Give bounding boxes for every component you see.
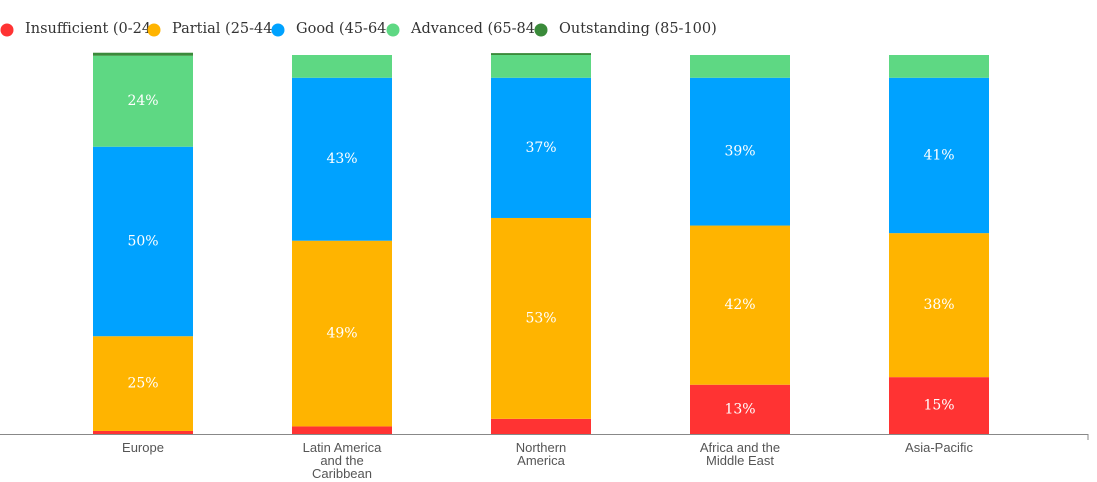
bar-segment [690,77,790,226]
bar-segment [690,384,790,434]
bar-segment [690,225,790,385]
value-label: 42% [724,297,755,313]
legend-label: Insufficient (0-24 [25,21,151,37]
legend-marker [386,23,400,37]
bar-segment [889,55,989,78]
x-tick-label: Northern America [515,440,567,468]
value-label: 13% [724,401,755,417]
value-label: 37% [525,140,556,156]
value-label: 38% [923,297,954,313]
bar-segment [93,52,193,56]
bar-segment [491,77,591,218]
bar-segment [93,430,193,434]
bar-segment [690,55,790,78]
legend-marker [0,23,14,37]
value-label: 50% [127,233,158,249]
bar-segment [292,55,392,78]
bar-segment [93,336,193,431]
x-tick-label: Africa and the Middle East [699,440,781,468]
legend-label: Partial (25-44 [172,21,273,37]
bar-segment [491,53,591,55]
bar-segment [889,77,989,234]
bar-segment [889,233,989,378]
value-label: 39% [724,144,755,160]
bar-segment [292,240,392,427]
value-label: 53% [525,310,556,326]
legend-marker [271,23,285,37]
bar-segment [93,146,193,337]
value-label: 41% [923,147,954,163]
x-tick-label: Asia-Pacific [905,440,973,455]
bar-segment [93,55,193,147]
value-label: 49% [326,326,357,342]
value-label: 25% [127,376,158,392]
legend-label: Good (45-64 [296,21,386,37]
bar-segment [292,426,392,434]
x-tick-label: Latin America and the Caribbean [302,440,382,481]
value-label: 15% [923,398,954,414]
legend-label: Advanced (65-84 [410,21,535,37]
legend-marker [534,23,548,37]
value-label: 24% [127,93,158,109]
legend-label: Outstanding (85-100) [559,21,717,37]
bar-segment [491,217,591,419]
legend-marker [147,23,161,37]
x-tick-label: Europe [122,440,164,455]
bar-segment [889,377,989,434]
bar-segment [292,77,392,241]
bar-segment [491,55,591,78]
bar-segment [491,418,591,434]
value-label: 43% [326,151,357,167]
